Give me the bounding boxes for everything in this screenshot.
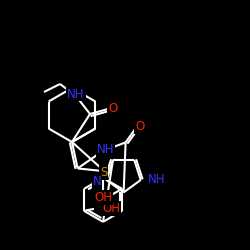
Text: O: O bbox=[135, 120, 144, 133]
Text: O: O bbox=[108, 102, 118, 116]
Text: OH: OH bbox=[102, 202, 120, 215]
Text: NH: NH bbox=[67, 88, 85, 101]
Text: NH: NH bbox=[97, 143, 114, 156]
Text: OH: OH bbox=[94, 191, 112, 204]
Text: NH: NH bbox=[148, 174, 165, 186]
Text: N: N bbox=[93, 176, 102, 188]
Text: S: S bbox=[100, 166, 107, 179]
